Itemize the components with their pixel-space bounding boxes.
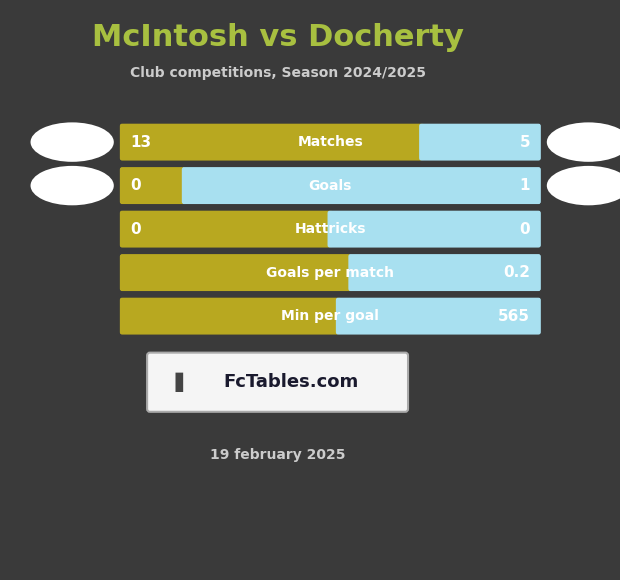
Text: 5: 5 [520,135,530,150]
FancyBboxPatch shape [120,254,354,291]
Text: ▐: ▐ [167,372,182,392]
FancyBboxPatch shape [120,123,425,161]
Ellipse shape [30,166,114,205]
Text: 565: 565 [498,309,530,324]
FancyBboxPatch shape [120,166,187,204]
FancyBboxPatch shape [419,123,541,161]
Text: Hattricks: Hattricks [294,222,366,236]
Ellipse shape [547,122,620,162]
Text: Club competitions, Season 2024/2025: Club competitions, Season 2024/2025 [130,66,425,79]
Text: 0: 0 [130,222,141,237]
Ellipse shape [30,122,114,162]
Text: Min per goal: Min per goal [281,309,379,323]
Text: Goals: Goals [309,179,352,193]
Text: McIntosh vs Docherty: McIntosh vs Docherty [92,23,464,52]
Text: Goals per match: Goals per match [267,266,394,280]
FancyBboxPatch shape [120,211,333,248]
Text: 1: 1 [520,178,530,193]
Text: Matches: Matches [298,135,363,149]
Text: FcTables.com: FcTables.com [224,373,359,392]
Text: 13: 13 [130,135,151,150]
Text: 19 february 2025: 19 february 2025 [210,448,345,462]
FancyBboxPatch shape [120,297,342,335]
Ellipse shape [547,166,620,205]
FancyBboxPatch shape [348,254,541,291]
Text: 0: 0 [520,222,530,237]
Text: 0: 0 [130,178,141,193]
FancyBboxPatch shape [147,353,408,412]
FancyBboxPatch shape [182,166,541,204]
FancyBboxPatch shape [336,297,541,335]
FancyBboxPatch shape [327,211,541,248]
Text: 0.2: 0.2 [503,265,530,280]
